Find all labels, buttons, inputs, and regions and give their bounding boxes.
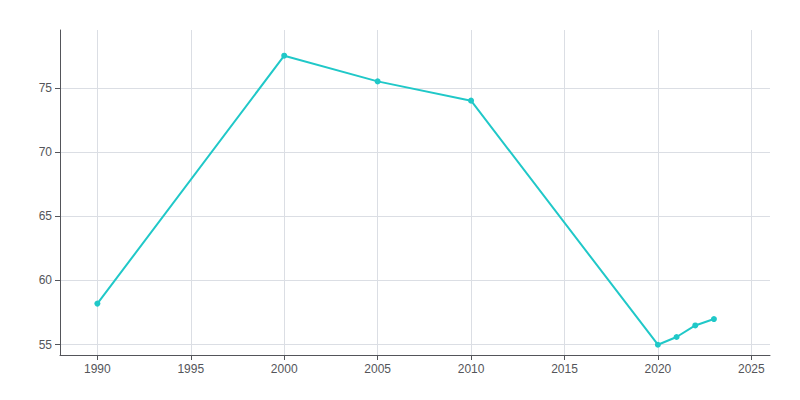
svg-text:60: 60: [39, 273, 53, 287]
svg-text:75: 75: [39, 81, 53, 95]
svg-text:2015: 2015: [551, 362, 578, 376]
svg-text:2010: 2010: [458, 362, 485, 376]
svg-text:1995: 1995: [177, 362, 204, 376]
svg-text:2005: 2005: [364, 362, 391, 376]
svg-text:2020: 2020: [645, 362, 672, 376]
svg-text:65: 65: [39, 209, 53, 223]
svg-text:55: 55: [39, 338, 53, 352]
svg-text:2025: 2025: [738, 362, 765, 376]
svg-text:70: 70: [39, 145, 53, 159]
svg-text:2000: 2000: [271, 362, 298, 376]
svg-text:1990: 1990: [84, 362, 111, 376]
